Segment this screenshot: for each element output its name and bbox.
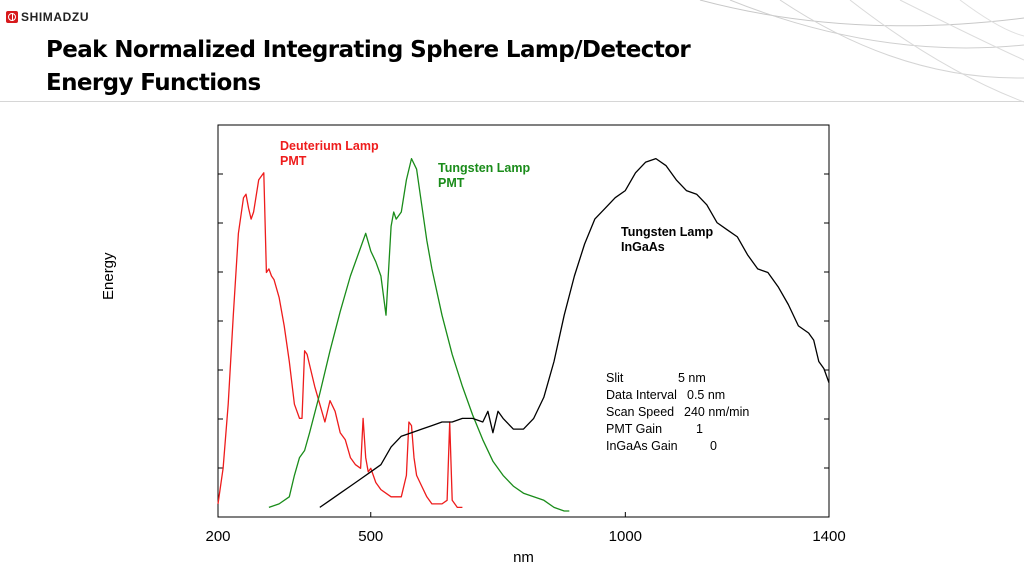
title-line-2: Energy Functions xyxy=(46,70,261,96)
plot-frame xyxy=(217,124,830,518)
x-axis-label: nm xyxy=(513,549,534,566)
series-label: Tungsten Lamp PMT xyxy=(438,161,530,190)
series-line-tungsten-lamp-ingaas xyxy=(319,157,830,508)
series-label-line: Deuterium Lamp xyxy=(280,139,379,153)
shimadzu-logo: SHIMADZU xyxy=(6,10,89,24)
slide-title: Peak Normalized Integrating Sphere Lamp/… xyxy=(46,34,691,100)
series-label-line: InGaAs xyxy=(621,240,665,254)
series-label-line: PMT xyxy=(280,154,307,168)
logo-text: SHIMADZU xyxy=(21,10,90,24)
series-label-line: PMT xyxy=(438,176,465,190)
title-line-1: Peak Normalized Integrating Sphere Lamp/… xyxy=(46,37,691,63)
annotation-value: 0.5 nm xyxy=(687,388,725,402)
annotation-value: 0 xyxy=(710,439,717,453)
x-tick-label: 1000 xyxy=(609,528,642,545)
annotation-label: PMT Gain xyxy=(606,422,662,436)
shimadzu-logo-icon xyxy=(6,11,18,23)
series-label: Tungsten Lamp InGaAs xyxy=(621,225,713,254)
header-divider xyxy=(0,101,1024,102)
decorative-swooshes xyxy=(699,0,1024,103)
series-line-deuterium-lamp-pmt xyxy=(217,172,463,509)
series-label-line: Tungsten Lamp xyxy=(438,161,530,175)
x-tick-label: 200 xyxy=(205,528,230,545)
series-line-tungsten-lamp-pmt xyxy=(268,157,570,512)
annotation-label: Data Interval xyxy=(606,388,677,402)
annotation-value: 5 nm xyxy=(678,371,706,385)
annotation-value: 1 xyxy=(696,422,703,436)
x-tick-label: 500 xyxy=(358,528,383,545)
series-label-line: Tungsten Lamp xyxy=(621,225,713,239)
annotation-label: Slit xyxy=(606,371,624,385)
annotation-label: Scan Speed xyxy=(606,405,674,419)
annotation-label: InGaAs Gain xyxy=(606,439,678,453)
annotation-value: 240 nm/min xyxy=(684,405,749,419)
x-tick-label: 1400 xyxy=(812,528,845,545)
series-label: Deuterium Lamp PMT xyxy=(280,139,379,168)
